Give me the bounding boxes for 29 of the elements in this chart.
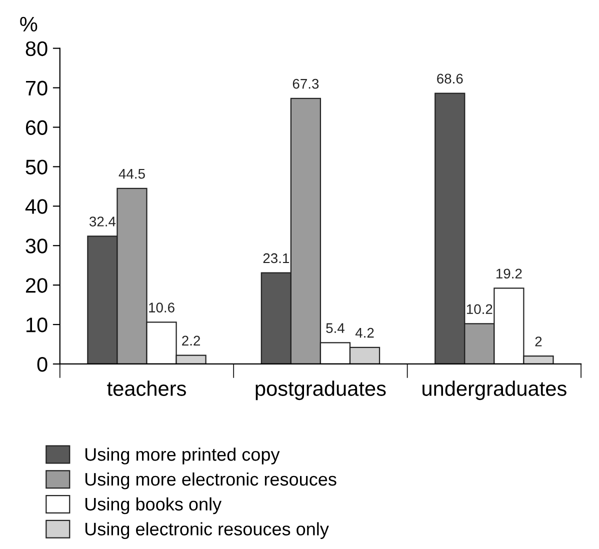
x-tick-label: postgraduates [256, 380, 386, 400]
y-tick-label: 30 [26, 238, 48, 254]
y-tick-label: 70 [26, 80, 48, 96]
y-tick-label: 20 [26, 278, 48, 293]
legend-label: Using electronic resouces only [85, 522, 329, 540]
data-label: 19.2 [496, 268, 522, 279]
y-tick-label: 0 [37, 356, 48, 372]
data-label: 23.1 [263, 253, 290, 264]
data-label: 4.2 [355, 328, 374, 338]
data-label: 10.2 [466, 304, 492, 314]
data-label: 5.4 [326, 323, 344, 333]
legend-label: Using more electronic resouces [85, 472, 336, 490]
data-label: 67.3 [292, 78, 319, 89]
y-axis-title: % [20, 16, 38, 32]
y-tick-label: 60 [26, 120, 48, 135]
y-tick-label: 10 [26, 318, 48, 332]
legend-label: Using books only [85, 497, 222, 514]
y-tick-label: 40 [25, 199, 48, 214]
y-tick-label: 80 [26, 41, 48, 56]
data-label: 2.2 [182, 336, 200, 346]
x-tick-label: teachers [107, 380, 186, 396]
data-label: 10.6 [149, 302, 174, 312]
data-label: 32.4 [89, 216, 116, 226]
legend-label: Using more printed copy [85, 448, 280, 464]
data-label: 2 [535, 336, 542, 346]
x-tick-label: undergraduates [422, 380, 566, 400]
data-label: 68.6 [437, 74, 463, 84]
y-tick-label: 50 [26, 160, 48, 174]
data-label: 44.5 [118, 169, 145, 179]
